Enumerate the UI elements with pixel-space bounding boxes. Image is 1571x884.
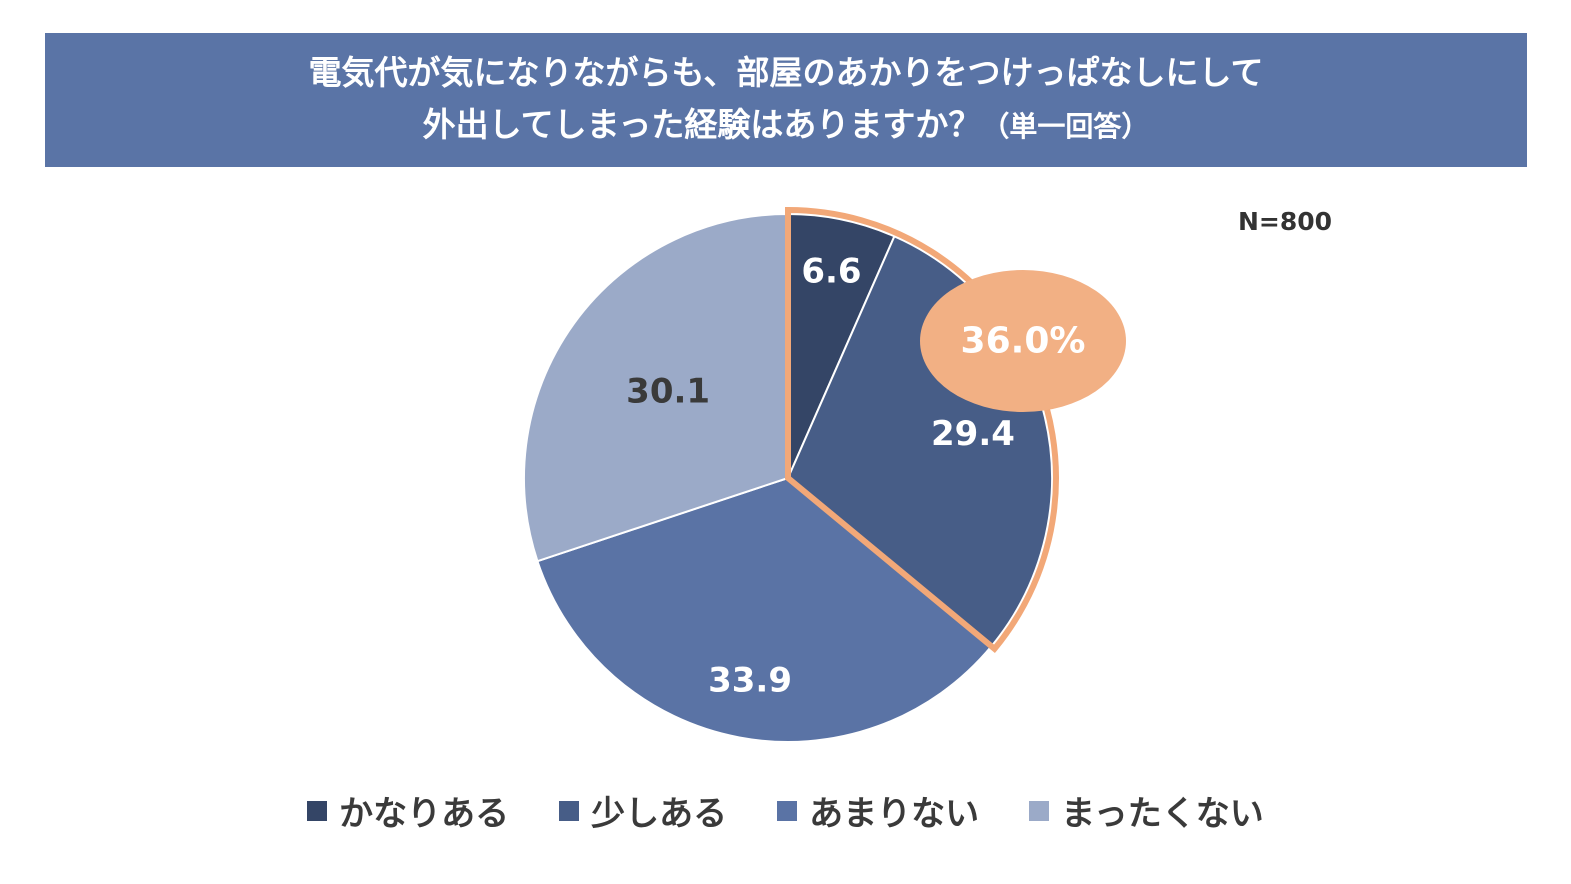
- legend-swatch: [307, 800, 328, 821]
- slice-amari-nai-label: 33.9: [708, 660, 792, 700]
- chart-title-note: （単一回答）: [981, 110, 1150, 143]
- slice-mattaku-nai: [523, 212, 789, 563]
- legend-item: 少しある: [559, 786, 727, 835]
- legend-item: まったくない: [1029, 786, 1264, 835]
- slice-labels: 6.6 29.4 33.9 30.1: [626, 251, 1015, 700]
- legend-item: かなりある: [307, 786, 509, 835]
- legend-label: 少しある: [591, 794, 728, 834]
- highlight-bubble-label: 36.0%: [961, 321, 1086, 362]
- legend-label: あまりない: [809, 794, 980, 834]
- legend-swatch: [1029, 800, 1050, 821]
- pie-slices: [523, 212, 1053, 743]
- slice-sukoshi-aru-label: 29.4: [931, 414, 1015, 454]
- legend-label: かなりある: [339, 794, 510, 834]
- chart-title-question: 外出してしまった経験はありますか？: [422, 105, 982, 144]
- chart-title-line-2: 外出してしまった経験はありますか？（単一回答）: [423, 99, 1150, 153]
- chart-title-band: 電気代が気になりながらも、部屋のあかりをつけっぱなしにして 外出してしまった経験…: [45, 33, 1527, 167]
- legend-item: あまりない: [777, 786, 979, 835]
- chart-title-line-1: 電気代が気になりながらも、部屋のあかりをつけっぱなしにして: [308, 53, 1264, 92]
- legend-label: まったくない: [1061, 794, 1264, 834]
- chart-legend: かなりある 少しある あまりない まったくない: [0, 786, 1571, 835]
- slice-mattaku-nai-label: 30.1: [626, 371, 710, 411]
- slice-kanari-aru-label: 6.6: [801, 251, 861, 291]
- legend-swatch: [777, 800, 798, 821]
- legend-swatch: [559, 800, 580, 821]
- highlight-bubble: [920, 270, 1126, 412]
- slice-amari-nai: [536, 476, 993, 743]
- sample-size-label: N=800: [1238, 207, 1332, 236]
